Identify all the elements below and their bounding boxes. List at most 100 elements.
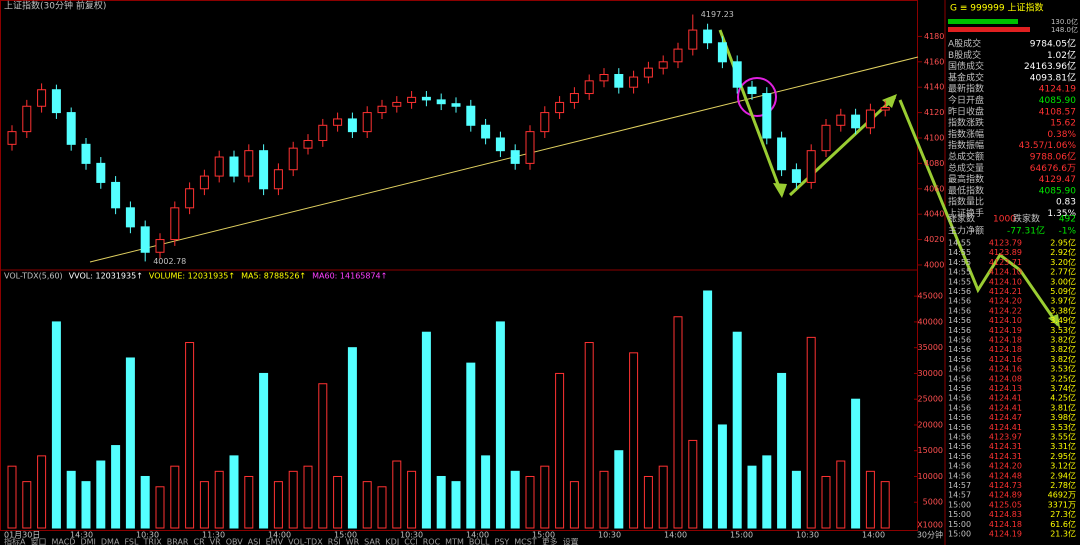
- bottom-tab: TRIX: [142, 538, 162, 545]
- volume-bar: [111, 445, 121, 529]
- bottom-tab: 窗口: [30, 537, 46, 545]
- bar-value: 130.0亿: [1051, 17, 1078, 26]
- stat-value: 4085.90: [1039, 96, 1076, 106]
- candle-body: [7, 131, 17, 145]
- tick-price: 4124.21: [989, 287, 1022, 296]
- candle-body: [362, 112, 372, 133]
- stat-label: 上证换手: [948, 207, 984, 219]
- stat-value: 1.02亿: [1047, 49, 1076, 61]
- tick-amount: 2.94亿: [1050, 470, 1076, 480]
- y-tick-label: 4060: [924, 184, 944, 193]
- arrow-head: [773, 183, 787, 198]
- breadth: 涨家数: [948, 213, 975, 225]
- tick-amount: 3.55亿: [1050, 432, 1076, 442]
- volume-bar: [229, 455, 239, 529]
- tick-price: 4123.71: [989, 258, 1022, 267]
- candle-body: [407, 96, 417, 103]
- candle-body: [747, 86, 757, 95]
- x-tick-label: 01月30日: [4, 531, 40, 540]
- volume-bar: [495, 321, 505, 529]
- volume-bar: [37, 455, 47, 529]
- stat-value: 0.83: [1056, 198, 1076, 208]
- volume-bar: [303, 465, 313, 529]
- stat-label: 指数量比: [948, 196, 984, 208]
- stat-label: 指数涨幅: [948, 128, 984, 140]
- stat-value: 64676.6万: [1030, 164, 1076, 174]
- breadth: 1000: [993, 215, 1016, 225]
- tick-time: 14:56: [948, 326, 971, 335]
- bottom-tab: SAR: [364, 538, 381, 545]
- stat-value: 24163.96亿: [1024, 60, 1076, 72]
- arrow: [788, 95, 897, 197]
- tick-time: 14:56: [948, 413, 971, 422]
- tick-amount: 4692万: [1048, 491, 1076, 500]
- candle-body: [185, 188, 195, 209]
- x-tick-label: 14:00: [466, 531, 489, 540]
- tick-time: 14:56: [948, 471, 971, 480]
- volume-bar: [451, 481, 461, 529]
- tick-time: 14:56: [948, 287, 971, 296]
- net-flow: 主力净额: [948, 225, 984, 237]
- volume-bar: [525, 475, 535, 529]
- candle-body: [525, 131, 535, 164]
- volume-bar: [540, 465, 550, 529]
- arrow-head: [882, 94, 897, 108]
- candle-body: [22, 105, 32, 133]
- low-label: 4002.78: [153, 257, 186, 266]
- tick-time: 14:57: [948, 491, 971, 500]
- candle-body: [821, 124, 831, 152]
- tick-time: 14:56: [948, 374, 971, 383]
- volume-bar: [732, 331, 742, 529]
- bottom-tab: KDJ: [385, 538, 399, 545]
- tick-price: 4124.18: [989, 336, 1022, 345]
- candle-body: [347, 118, 357, 133]
- tick-price: 4124.48: [989, 471, 1022, 480]
- volume-bar: [96, 460, 106, 529]
- candle-body: [333, 118, 343, 126]
- tick-amount: 3.82亿: [1050, 354, 1076, 364]
- volume-bar: [333, 475, 343, 529]
- stat-value: 0.38%: [1047, 130, 1076, 140]
- stat-label: 国债成交: [948, 60, 984, 72]
- tick-price: 4124.18: [989, 345, 1022, 354]
- x-tick-label: 15:00: [532, 531, 555, 540]
- stat-label: 指数振幅: [948, 139, 984, 151]
- candle-body: [37, 89, 47, 107]
- stat-label: 最高指数: [948, 173, 984, 185]
- x-tick-label: 15:00: [730, 531, 753, 540]
- volume-bar: [81, 481, 91, 529]
- volume-bar: [851, 398, 861, 529]
- volume-bar: [273, 481, 283, 529]
- tick-amount: 3.53亿: [1050, 364, 1076, 374]
- tick-price: 4124.08: [989, 374, 1022, 383]
- tick-price: 4124.16: [989, 355, 1022, 364]
- stat-value: 9788.06亿: [1030, 151, 1076, 163]
- tick-amount: 21.3亿: [1050, 529, 1076, 539]
- candle-body: [836, 114, 846, 126]
- bottom-tab: ASI: [248, 538, 261, 545]
- stat-value: 4108.57: [1039, 107, 1076, 117]
- x-tick-label: 14:00: [268, 531, 291, 540]
- candle-body: [377, 105, 387, 114]
- tick-price: 4124.73: [989, 481, 1022, 490]
- candle-body: [540, 112, 550, 133]
- candle-body: [569, 93, 579, 103]
- y-tick-label: 10000: [918, 472, 943, 481]
- chart-title: 上证指数(30分钟 前复权): [4, 0, 106, 12]
- y-tick-label: 35000: [918, 343, 943, 352]
- bottom-tab: DMI: [80, 538, 95, 545]
- x-tick-label: 10:30: [796, 531, 819, 540]
- candle-body: [81, 143, 91, 164]
- tick-price: 4125.05: [989, 500, 1022, 509]
- volume-bar: [791, 470, 801, 529]
- tick-amount: 3.25亿: [1050, 373, 1076, 383]
- tick-amount: 2.95亿: [1050, 451, 1076, 461]
- tick-price: 4124.10: [989, 277, 1022, 286]
- volume-bar: [66, 470, 76, 529]
- volume-bar: [643, 475, 653, 529]
- tick-price: 4123.97: [989, 433, 1022, 442]
- y-tick-label: 4100: [924, 133, 944, 142]
- candle-body: [865, 109, 875, 129]
- volume-bar: [362, 481, 372, 529]
- stat-label: 今日开盘: [948, 94, 984, 106]
